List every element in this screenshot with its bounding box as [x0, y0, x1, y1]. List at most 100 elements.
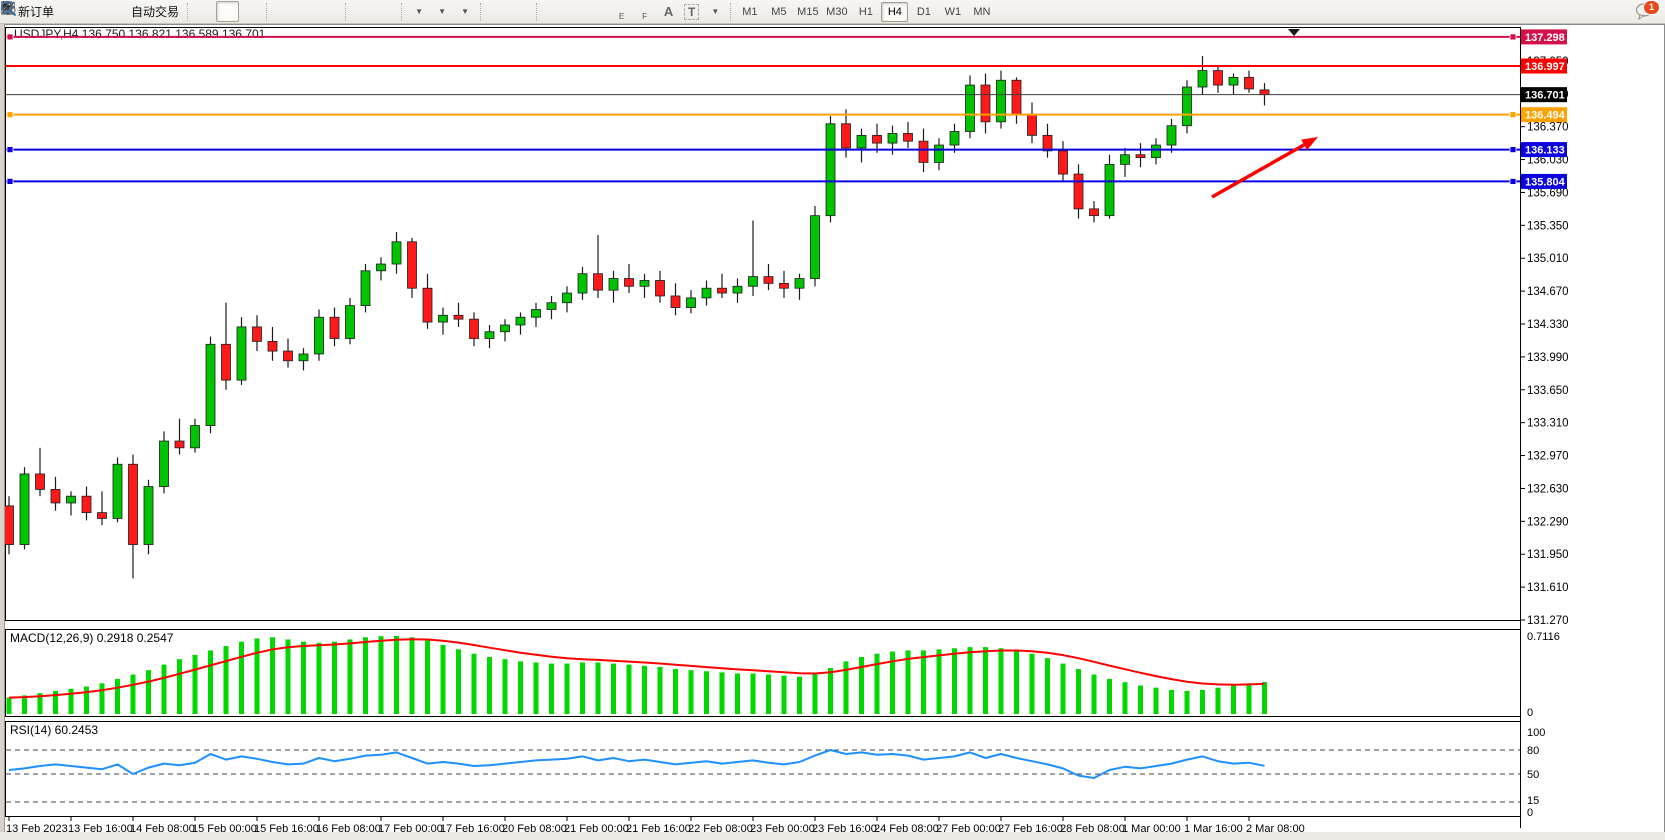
bull-candle	[376, 263, 386, 272]
svg-text:0.7116: 0.7116	[1527, 631, 1560, 643]
bull-candle	[1166, 125, 1177, 146]
macd-bar	[936, 649, 942, 714]
templates-button[interactable]: ▼	[1, 1, 476, 22]
timeframe-M15[interactable]: M15	[797, 5, 819, 18]
macd-bar	[688, 670, 694, 714]
timeframe-H1[interactable]: H1	[858, 5, 873, 18]
autotrading-label: 自动交易	[131, 5, 180, 19]
macd-bar	[704, 671, 709, 714]
bear-candle	[252, 326, 262, 342]
macd-bar	[1014, 650, 1019, 714]
trend-arrow-annotation[interactable]	[1211, 137, 1318, 199]
hline-136.133[interactable]: 136.133	[6, 142, 1567, 158]
price-badge-label: 135.804	[1525, 176, 1566, 188]
text-button[interactable]: A	[657, 1, 680, 22]
zoom-in-button[interactable]	[1, 1, 295, 22]
macd-bar	[1029, 653, 1035, 714]
chart-shift-marker[interactable]	[1288, 29, 1300, 36]
bear-candle	[593, 273, 603, 291]
line-chart-button[interactable]	[1, 1, 262, 22]
macd-bar	[254, 638, 260, 714]
market-watch-button[interactable]	[1, 1, 104, 22]
bull-candle	[701, 287, 712, 299]
hline-137.298[interactable]: 137.298	[6, 29, 1567, 45]
timeframe-D1[interactable]: D1	[916, 5, 931, 18]
toolbar-separator	[730, 2, 732, 21]
arrows-button[interactable]: ▼	[2, 1, 726, 22]
bear-candle	[779, 282, 789, 289]
timeframe-M1[interactable]: M1	[742, 5, 758, 18]
hline-136.997[interactable]: 136.997	[6, 58, 1567, 74]
toolbar-separator	[266, 2, 268, 21]
svg-text:135.350: 135.350	[1527, 220, 1569, 232]
hline-136.701[interactable]: 136.701	[6, 87, 1567, 103]
macd-bar	[22, 695, 27, 714]
search-icon[interactable]	[0, 0, 17, 17]
equidistant-channel-button[interactable]: E	[0, 1, 634, 22]
periods-button[interactable]: ▼	[1, 1, 453, 22]
macd-bar	[533, 662, 539, 714]
macd-label: MACD(12,26,9) 0.2918 0.2547	[10, 631, 174, 645]
macd-bar	[921, 650, 926, 714]
timeframe-M5[interactable]: M5	[771, 5, 787, 18]
chat-button[interactable]: 1	[1635, 0, 1660, 22]
tile-windows-button[interactable]	[2, 1, 341, 22]
svg-text:131.950: 131.950	[1527, 549, 1569, 561]
dropdown-caret: ▼	[438, 7, 446, 16]
bull-candle	[965, 84, 975, 132]
macd-bar	[347, 639, 353, 714]
macd-bar	[99, 683, 105, 714]
hline-135.804[interactable]: 135.804	[6, 173, 1567, 189]
svg-text:131.270: 131.270	[1527, 615, 1569, 627]
svg-text:100: 100	[1527, 727, 1545, 739]
indicators-button[interactable]: ▼	[1, 1, 430, 22]
new-order-button[interactable]: 新订单	[0, 1, 58, 22]
bull-candle	[345, 305, 355, 339]
signals-button[interactable]	[1, 1, 127, 22]
metaeditor-button[interactable]	[2, 1, 81, 22]
zoom-out-button[interactable]	[1, 1, 318, 22]
timeframe-H4[interactable]: H4	[881, 1, 909, 22]
svg-text:133.990: 133.990	[1527, 352, 1569, 364]
fibonacci-button[interactable]: F	[1, 1, 657, 22]
hline-136.494[interactable]: 136.494	[6, 107, 1567, 123]
bear-candle	[1073, 173, 1084, 210]
price-chart-canvas[interactable]: 137.050136.710136.370136.030135.690135.3…	[0, 24, 1665, 836]
cursor-button[interactable]	[3, 1, 509, 22]
horizontal-line-button[interactable]	[1, 1, 588, 22]
timeframe-M30[interactable]: M30	[826, 5, 848, 18]
line-handle	[6, 33, 14, 41]
macd-bar	[53, 690, 58, 714]
bull-candle	[856, 134, 867, 149]
macd-bar	[1060, 663, 1066, 714]
crosshair-button[interactable]	[1, 1, 532, 22]
bear-candle	[97, 512, 107, 519]
bear-candle	[1213, 70, 1223, 86]
trendline-button[interactable]	[1, 1, 611, 22]
main-toolbar: 新订单 自动交易	[0, 0, 1665, 24]
chart-shift-button[interactable]	[1, 1, 397, 22]
macd-bar	[456, 649, 461, 714]
bull-candle	[19, 473, 30, 545]
bar-chart-button[interactable]	[3, 1, 216, 22]
vertical-line-button[interactable]	[6, 1, 565, 22]
macd-bar	[905, 650, 911, 714]
bull-candle	[1228, 76, 1239, 86]
bear-candle	[1011, 79, 1022, 115]
svg-text:135.690: 135.690	[1527, 187, 1569, 199]
candlestick-chart-button[interactable]	[4, 1, 240, 22]
bull-candle	[298, 353, 309, 362]
toolbar-separator	[480, 2, 482, 21]
bull-candle	[1104, 163, 1115, 217]
bull-candle	[639, 280, 650, 287]
macd-bar	[68, 688, 74, 714]
text-label-button[interactable]: T	[680, 1, 703, 22]
auto-scroll-button[interactable]	[1, 1, 374, 22]
timeframe-MN[interactable]: MN	[973, 5, 991, 18]
timeframe-W1[interactable]: W1	[944, 5, 962, 18]
macd-bar	[549, 663, 554, 714]
bull-candle	[608, 278, 619, 291]
macd-bar	[1215, 687, 1221, 714]
macd-bar	[223, 646, 229, 714]
autotrading-button[interactable]: 自动交易	[1, 1, 183, 22]
